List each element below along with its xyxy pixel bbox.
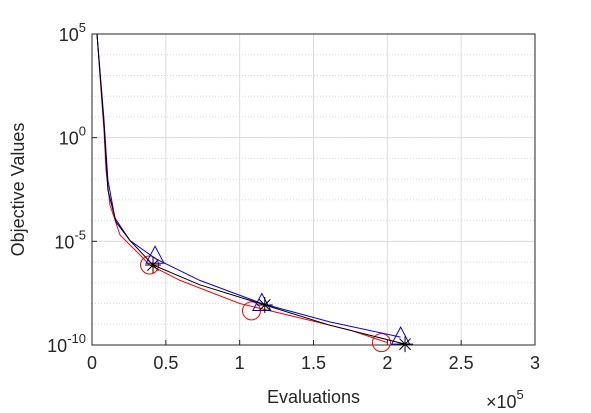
y-tick-exponent: 5 <box>79 20 86 35</box>
marker-stroke <box>147 259 159 271</box>
x-tick-label: 2.5 <box>449 353 474 373</box>
x-multiplier-base: ×10 <box>486 392 517 412</box>
x-tick-label: 0.5 <box>153 353 178 373</box>
x-multiplier-exponent: 5 <box>517 387 524 402</box>
marker <box>251 292 272 312</box>
x-axis-label: Evaluations <box>267 387 360 407</box>
y-tick-label: 105 <box>59 20 86 45</box>
marker <box>371 333 391 353</box>
y-tick-base: 10 <box>59 25 79 45</box>
y-tick-exponent: -5 <box>74 227 86 242</box>
marker <box>397 336 414 353</box>
x-tick-label: 3 <box>530 353 540 373</box>
y-tick-base: 10 <box>59 129 79 149</box>
y-axis-label: Objective Values <box>8 123 28 257</box>
x-tick-label: 2 <box>382 353 392 373</box>
y-tick-base: 10 <box>47 336 67 356</box>
marker <box>256 296 273 313</box>
x-tick-label: 1.5 <box>301 353 326 373</box>
y-tick-label: 10-5 <box>54 227 86 252</box>
y-tick-exponent: 0 <box>79 124 86 139</box>
marker-stroke <box>399 338 412 351</box>
y-tick-exponent: -10 <box>67 331 86 346</box>
marker-stroke <box>258 299 271 311</box>
series-line <box>96 33 406 345</box>
x-tick-label: 0 <box>87 353 97 373</box>
x-tick-label: 1 <box>235 353 245 373</box>
y-tick-base: 10 <box>54 232 74 252</box>
axes-box <box>91 33 536 346</box>
marker <box>144 257 161 274</box>
y-tick-label: 10-10 <box>47 331 86 356</box>
y-tick-label: 100 <box>59 124 86 149</box>
x-multiplier: ×105 <box>486 387 524 412</box>
